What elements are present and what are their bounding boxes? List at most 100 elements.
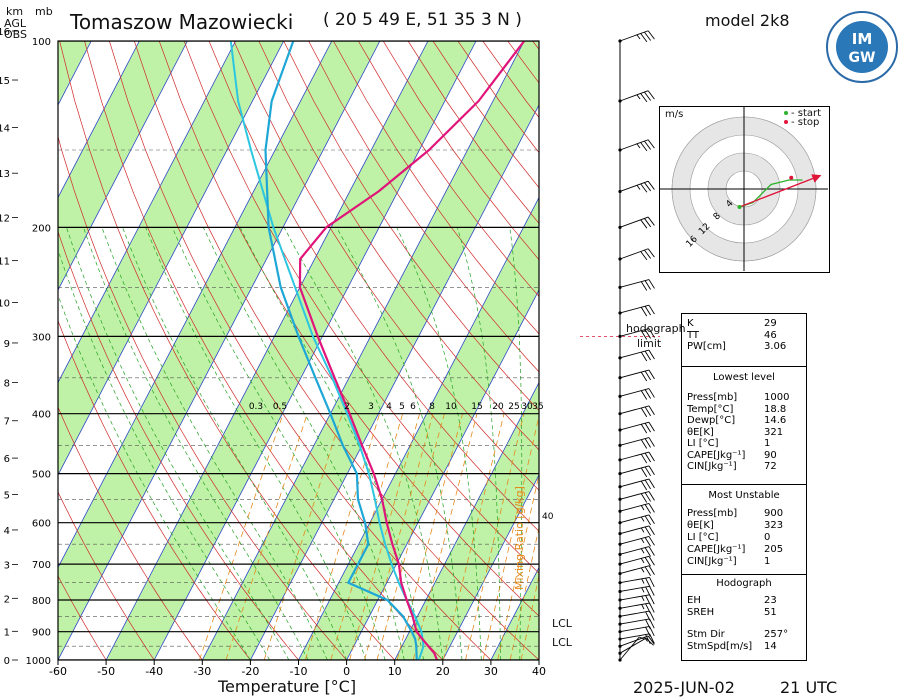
isotherm-band — [106, 41, 477, 660]
moist-adiabat — [538, 650, 539, 660]
wind-barb — [619, 388, 650, 397]
pressure-tick-label: 100 — [32, 37, 51, 48]
km-tick-label: 3 — [4, 561, 10, 572]
barb-feather — [644, 350, 651, 361]
barb-dot — [618, 622, 622, 626]
km-tick-label: 14 — [0, 123, 10, 134]
isotherm-line — [105, 41, 429, 660]
isotherm-line — [58, 41, 236, 384]
unstable-index-label: θE[K] — [687, 520, 714, 531]
km-tick-label: 0 — [4, 656, 10, 667]
barb-feather — [640, 424, 648, 434]
barb-half-feather — [644, 637, 648, 642]
lowest-index-label: Dewp[°C] — [687, 415, 736, 426]
km-tick-label: 8 — [4, 378, 10, 389]
barb-dot — [618, 532, 622, 536]
x-tick-label: -30 — [193, 665, 211, 678]
station-title: Tomaszow Mazowiecki — [70, 10, 294, 34]
mixing-ratio-line — [304, 413, 380, 660]
barb-feather — [647, 139, 655, 149]
wind-barb — [619, 30, 649, 42]
x-axis-title: Temperature [°C] — [218, 677, 357, 696]
barb-feather — [648, 525, 655, 536]
barb-feather — [647, 180, 655, 190]
mixing-ratio-line — [509, 525, 539, 660]
dry-adiabat — [333, 41, 539, 335]
barb-feather — [640, 219, 648, 229]
svg-text:GW: GW — [849, 50, 876, 66]
wind-barb — [619, 594, 650, 601]
km-tick-label: 15 — [0, 76, 10, 87]
hodograph-ring-label: 4 — [724, 198, 735, 209]
unstable-index-value: 0 — [764, 532, 771, 543]
barb-dot — [618, 571, 622, 576]
km-tick-label: 13 — [0, 169, 10, 180]
hodograph-storm-dot — [789, 175, 794, 180]
mixing-ratio-line — [443, 413, 505, 660]
mixing-ratio-tick-label: 2 — [344, 402, 350, 412]
mixing-ratio-tick-label: 0.5 — [273, 402, 287, 412]
mixing-ratio-line — [225, 413, 308, 660]
mixing-ratio-tick-label: 40 — [542, 512, 554, 522]
isotherm-line — [250, 104, 539, 660]
x-tick-label: -40 — [145, 665, 163, 678]
hodograph-ring-label: 8 — [712, 211, 723, 222]
barb-feather — [647, 248, 655, 258]
lowest-index-value: 72 — [764, 461, 777, 472]
mixing-ratio-line — [482, 414, 539, 660]
wind-barb — [619, 421, 650, 431]
lowest-index-label: LI [°C] — [687, 438, 719, 449]
barb-feather — [648, 478, 655, 489]
pressure-tick-label: 800 — [32, 596, 51, 607]
moist-adiabat — [456, 227, 501, 660]
km-tick-label: 2 — [4, 594, 10, 605]
mixing-ratio-tick-label: 4 — [386, 402, 392, 412]
isotherm-band — [202, 41, 539, 660]
barb-feather — [647, 90, 655, 100]
wind-barb — [619, 514, 650, 524]
hodograph-box — [659, 106, 830, 273]
mixing-ratio-tick-label: 25 — [508, 402, 519, 412]
barb-feather — [647, 635, 655, 645]
basic-index-value: 3.06 — [764, 341, 787, 352]
wind-barb — [619, 565, 650, 574]
pressure-tick-label: 1000 — [26, 656, 51, 667]
mixing-ratio-line — [364, 413, 434, 660]
mixing-ratio-line — [396, 413, 463, 660]
barb-feather — [644, 466, 651, 477]
hodograph-legend-stop: - stop — [791, 117, 820, 128]
hodograph-index-title: Hodograph — [716, 578, 772, 589]
barb-feather — [648, 536, 655, 546]
model-label: model 2k8 — [705, 11, 790, 30]
barb-feather — [644, 452, 651, 463]
barb-feather — [648, 328, 655, 338]
wind-barb — [619, 349, 650, 359]
wind-barb — [619, 328, 650, 337]
hodo-index-label: SREH — [687, 607, 715, 618]
indices-table — [681, 313, 807, 661]
hodograph-shear-vector — [739, 174, 822, 208]
moist-adiabat — [283, 227, 444, 660]
wind-barb — [619, 610, 650, 617]
barb-feather — [640, 467, 648, 478]
isotherm-line — [58, 41, 381, 660]
barb-feather — [640, 93, 648, 103]
barb-feather — [648, 546, 655, 556]
km-tick-label: 16 — [0, 27, 10, 38]
barb-feather — [640, 183, 648, 193]
pressure-tick-label: 500 — [32, 470, 51, 481]
barb-feather — [648, 491, 655, 501]
barb-feather — [645, 577, 651, 588]
isotherm-line — [58, 41, 333, 569]
hodograph-limit-label-1: hodograph — [626, 322, 686, 335]
hodo-index-label: StmSpd[m/s] — [687, 641, 753, 652]
barb-feather — [640, 390, 648, 400]
wind-barb — [619, 555, 650, 565]
barb-feather — [640, 251, 648, 261]
barb-feather — [649, 577, 655, 587]
barb-feather — [648, 565, 655, 575]
barb-feather — [644, 370, 651, 381]
dewpoint-profile — [264, 41, 418, 660]
wind-barb — [619, 465, 650, 475]
